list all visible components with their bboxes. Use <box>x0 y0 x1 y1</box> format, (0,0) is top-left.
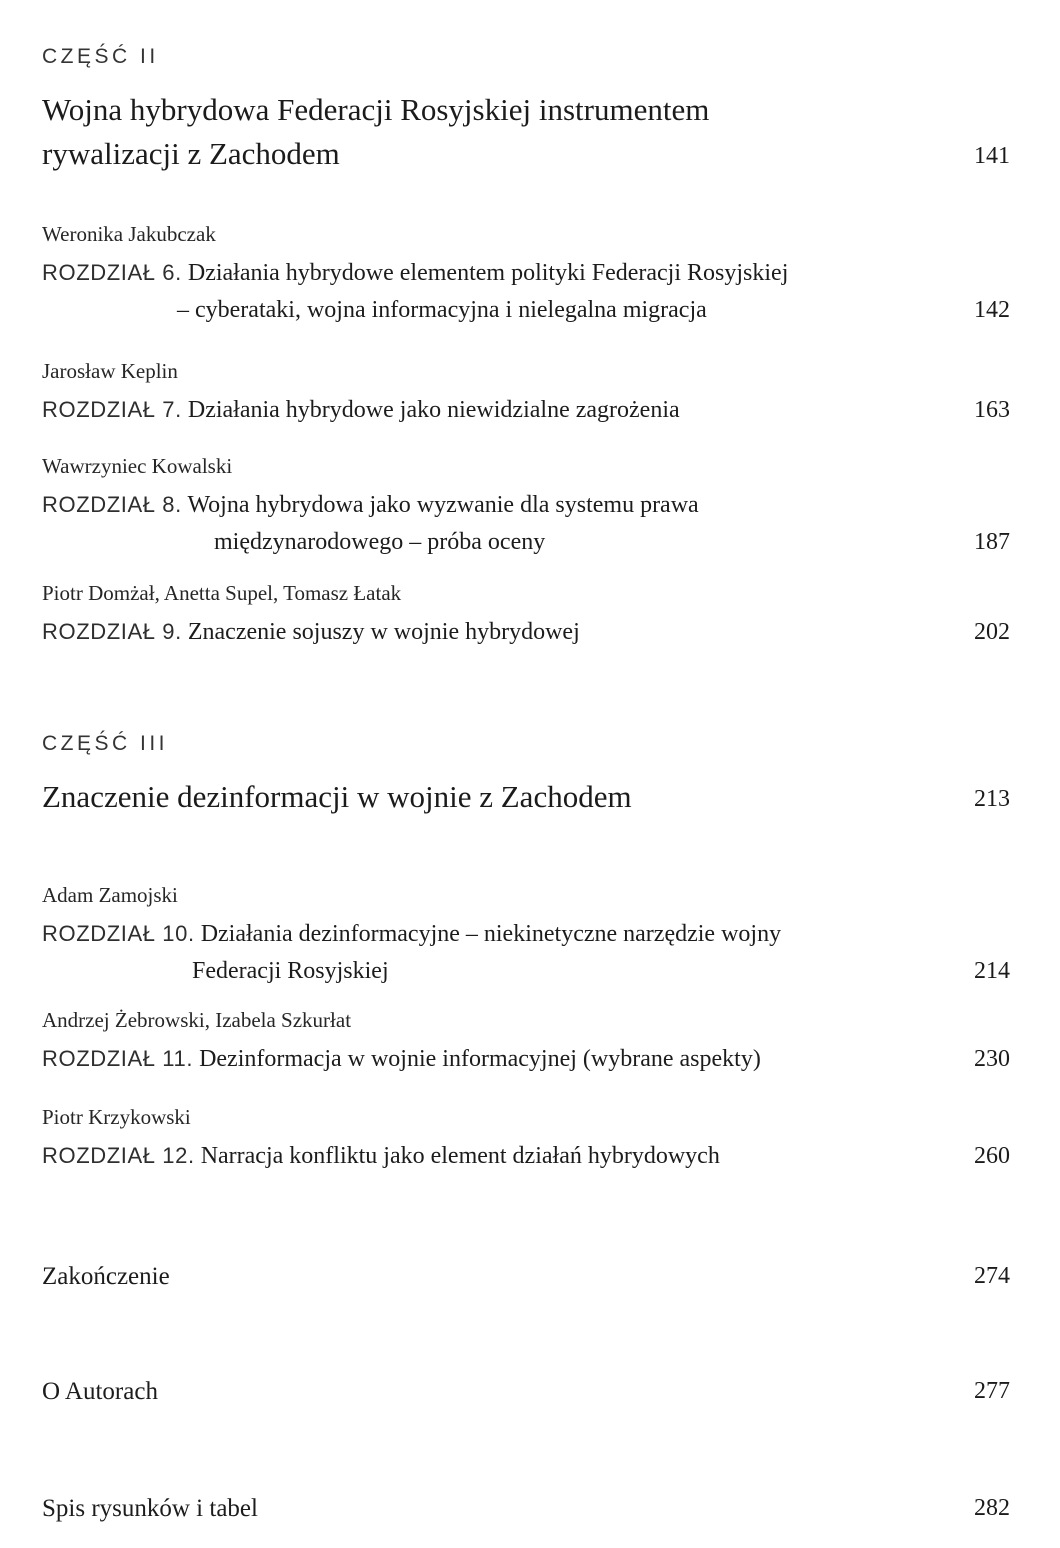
chapter-title-row: ROZDZIAŁ 9. Znaczenie sojuszy w wojnie h… <box>42 613 1010 651</box>
chapter-authors: Andrzej Żebrowski, Izabela Szkurłat <box>42 1008 352 1032</box>
chapter-title: ROZDZIAŁ 6. Działania hybrydowe elemente… <box>42 254 812 329</box>
chapter-number: ROZDZIAŁ 11. <box>42 1046 194 1071</box>
chapter-title-row: ROZDZIAŁ 12. Narracja konfliktu jako ele… <box>42 1137 1010 1175</box>
part-label: CZĘŚĆ II <box>42 45 159 68</box>
page-number: 277 <box>974 1378 1010 1404</box>
page-number: 214 <box>974 958 1010 984</box>
chapter-title-line: Narracja konfliktu jako element działań … <box>200 1143 720 1169</box>
backmatter-title: O Autorach <box>42 1378 158 1405</box>
chapter-title-line: Działania dezinformacyjne – niekinetyczn… <box>200 921 782 947</box>
chapter-authors: Jarosław Keplin <box>42 359 178 383</box>
chapter-title-row: ROZDZIAŁ 6. Działania hybrydowe elemente… <box>42 254 1010 329</box>
part-section-3: CZĘŚĆ III Znaczenie dezinformacji w wojn… <box>42 732 1010 1175</box>
page-number: 187 <box>974 529 1010 555</box>
chapter-title-row: ROZDZIAŁ 7. Działania hybrydowe jako nie… <box>42 391 1010 429</box>
chapter-title-line: – cyberataki, wojna informacyjna i niele… <box>177 297 707 323</box>
part-section-2: CZĘŚĆ II Wojna hybrydowa Federacji Rosyj… <box>42 45 1010 651</box>
page-number: 202 <box>974 619 1010 645</box>
chapter-entry: Weronika Jakubczak ROZDZIAŁ 6. Działania… <box>42 222 1010 329</box>
part-title: Znaczenie dezinformacji w wojnie z Zacho… <box>42 775 656 819</box>
backmatter-entry: O Autorach 277 <box>42 1373 1010 1410</box>
chapter-entry: Piotr Krzykowski ROZDZIAŁ 12. Narracja k… <box>42 1105 1010 1175</box>
chapter-authors: Piotr Krzykowski <box>42 1105 191 1129</box>
part-title: Wojna hybrydowa Federacji Rosyjskiej ins… <box>42 88 733 176</box>
page-number: 282 <box>974 1495 1010 1521</box>
page-number: 230 <box>974 1046 1010 1072</box>
part-label: CZĘŚĆ III <box>42 732 169 755</box>
chapter-authors: Wawrzyniec Kowalski <box>42 454 233 478</box>
chapter-title-line: Znaczenie sojuszy w wojnie hybrydowej <box>187 619 580 645</box>
page-number: 274 <box>974 1263 1010 1289</box>
backmatter-title: Spis rysunków i tabel <box>42 1495 258 1522</box>
chapter-number: ROZDZIAŁ 6. <box>42 260 182 285</box>
part-title-row: Znaczenie dezinformacji w wojnie z Zacho… <box>42 775 1010 819</box>
chapter-title-line: Wojna hybrydowa jako wyzwanie dla system… <box>187 492 699 518</box>
part-title-line: Wojna hybrydowa Federacji Rosyjskiej ins… <box>42 92 710 127</box>
backmatter-title: Zakończenie <box>42 1263 170 1290</box>
page-number: 142 <box>974 297 1010 323</box>
chapter-title: ROZDZIAŁ 12. Narracja konfliktu jako ele… <box>42 1137 744 1175</box>
backmatter-entry: Spis rysunków i tabel 282 <box>42 1490 1010 1527</box>
chapter-number: ROZDZIAŁ 10. <box>42 921 195 946</box>
chapter-title-line: Dezinformacja w wojnie informacyjnej (wy… <box>199 1046 761 1072</box>
chapter-entry: Adam Zamojski ROZDZIAŁ 10. Działania dez… <box>42 883 1010 990</box>
page-number: 163 <box>974 397 1010 423</box>
chapter-title: ROZDZIAŁ 11. Dezinformacja w wojnie info… <box>42 1040 785 1078</box>
page-number: 260 <box>974 1143 1010 1169</box>
chapter-title-row: ROZDZIAŁ 10. Działania dezinformacyjne –… <box>42 915 1010 990</box>
part-title-line: Znaczenie dezinformacji w wojnie z Zacho… <box>42 779 632 814</box>
chapter-title-line: Działania hybrydowe elementem polityki F… <box>187 260 789 286</box>
chapter-title-line: Działania hybrydowe jako niewidzialne za… <box>187 397 680 423</box>
part-title-row: Wojna hybrydowa Federacji Rosyjskiej ins… <box>42 88 1010 176</box>
chapter-title: ROZDZIAŁ 8. Wojna hybrydowa jako wyzwani… <box>42 486 723 561</box>
chapter-entry: Jarosław Keplin ROZDZIAŁ 7. Działania hy… <box>42 359 1010 429</box>
chapter-title: ROZDZIAŁ 10. Działania dezinformacyjne –… <box>42 915 805 990</box>
chapter-authors: Adam Zamojski <box>42 883 178 907</box>
chapter-number: ROZDZIAŁ 12. <box>42 1143 195 1168</box>
chapter-number: ROZDZIAŁ 9. <box>42 619 182 644</box>
chapter-entry: Wawrzyniec Kowalski ROZDZIAŁ 8. Wojna hy… <box>42 454 1010 561</box>
chapter-title-row: ROZDZIAŁ 8. Wojna hybrydowa jako wyzwani… <box>42 486 1010 561</box>
chapter-authors: Weronika Jakubczak <box>42 222 216 246</box>
chapter-title-line: Federacji Rosyjskiej <box>192 958 389 984</box>
chapter-title-row: ROZDZIAŁ 11. Dezinformacja w wojnie info… <box>42 1040 1010 1078</box>
part-title-line: rywalizacji z Zachodem <box>42 136 340 171</box>
chapter-title: ROZDZIAŁ 9. Znaczenie sojuszy w wojnie h… <box>42 613 604 651</box>
page-number: 141 <box>974 143 1010 169</box>
chapter-number: ROZDZIAŁ 7. <box>42 397 182 422</box>
chapter-entry: Andrzej Żebrowski, Izabela Szkurłat ROZD… <box>42 1008 1010 1078</box>
chapter-entry: Piotr Domżał, Anetta Supel, Tomasz Łatak… <box>42 581 1010 651</box>
page-number: 213 <box>974 786 1010 812</box>
chapter-title: ROZDZIAŁ 7. Działania hybrydowe jako nie… <box>42 391 704 429</box>
chapter-number: ROZDZIAŁ 8. <box>42 492 182 517</box>
chapter-title-line: międzynarodowego – próba oceny <box>214 529 546 555</box>
backmatter-entry: Zakończenie 274 <box>42 1258 1010 1295</box>
chapter-authors: Piotr Domżał, Anetta Supel, Tomasz Łatak <box>42 581 402 605</box>
